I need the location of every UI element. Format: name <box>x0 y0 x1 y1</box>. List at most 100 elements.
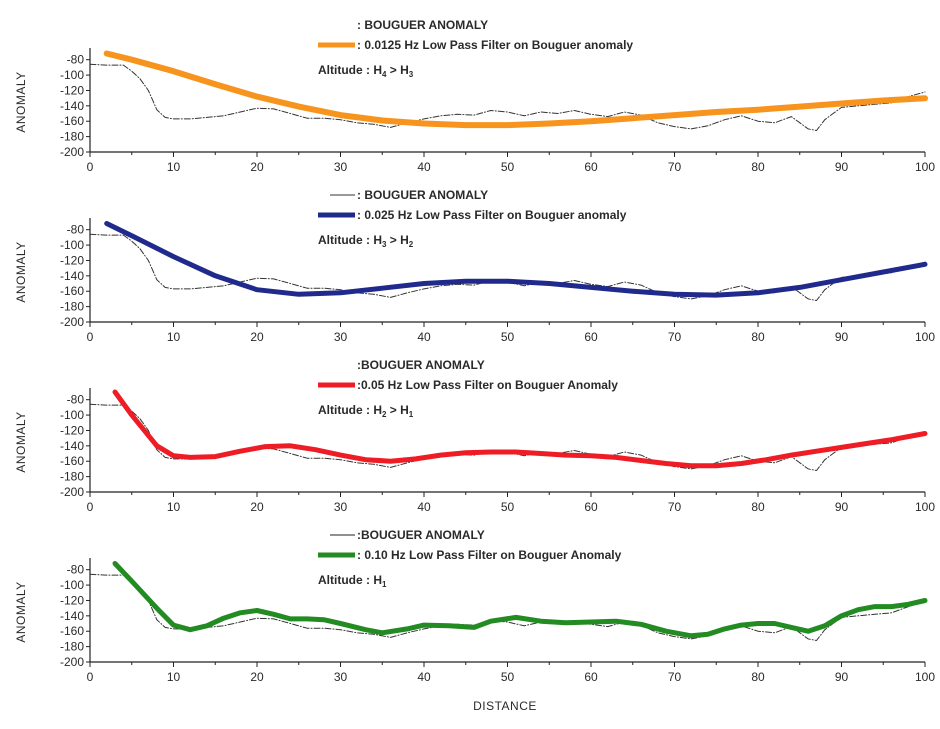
y-tick-label: -160 <box>60 114 84 128</box>
x-tick-label: 90 <box>835 160 849 174</box>
y-tick-label: -200 <box>60 485 84 499</box>
x-tick-label: 10 <box>167 670 181 684</box>
altitude-annotation: Altitude : H2 > H1 <box>318 403 414 419</box>
x-tick-label: 80 <box>751 160 765 174</box>
legend-label: : 0.0125 Hz Low Pass Filter on Bouguer a… <box>357 38 633 52</box>
x-tick-label: 50 <box>501 160 515 174</box>
y-tick-label: -120 <box>60 423 84 437</box>
y-tick-label: -160 <box>60 454 84 468</box>
legend-label: :0.05 Hz Low Pass Filter on Bouguer Anom… <box>357 378 618 392</box>
x-tick-label: 70 <box>668 500 682 514</box>
x-tick-label: 80 <box>751 500 765 514</box>
y-tick-label: -180 <box>60 130 84 144</box>
x-tick-label: 70 <box>668 670 682 684</box>
x-tick-label: 60 <box>584 330 598 344</box>
x-tick-label: 0 <box>87 500 94 514</box>
y-tick-label: -180 <box>60 470 84 484</box>
x-tick-label: 100 <box>915 330 935 344</box>
x-tick-label: 100 <box>915 670 935 684</box>
x-tick-label: 10 <box>167 500 181 514</box>
x-tick-label: 30 <box>334 670 348 684</box>
y-tick-label: -120 <box>60 593 84 607</box>
y-tick-label: -140 <box>60 439 84 453</box>
y-tick-label: -80 <box>67 53 85 67</box>
x-tick-label: 20 <box>250 670 264 684</box>
y-tick-label: -100 <box>60 238 84 252</box>
y-tick-label: -180 <box>60 640 84 654</box>
x-tick-label: 100 <box>915 500 935 514</box>
x-tick-label: 100 <box>915 160 935 174</box>
x-tick-label: 60 <box>584 670 598 684</box>
x-tick-label: 90 <box>835 330 849 344</box>
x-tick-label: 50 <box>501 670 515 684</box>
x-tick-label: 50 <box>501 330 515 344</box>
y-tick-label: -200 <box>60 145 84 159</box>
y-tick-label: -160 <box>60 284 84 298</box>
y-axis-label: ANOMALY <box>14 581 28 642</box>
altitude-annotation: Altitude : H1 <box>318 573 387 589</box>
x-tick-label: 10 <box>167 160 181 174</box>
x-tick-label: 40 <box>417 160 431 174</box>
x-axis-label: DISTANCE <box>473 699 537 713</box>
series-line-low-pass-filter <box>112 561 928 639</box>
y-tick-label: -200 <box>60 315 84 329</box>
y-tick-label: -140 <box>60 269 84 283</box>
x-tick-label: 60 <box>584 500 598 514</box>
x-tick-label: 10 <box>167 330 181 344</box>
series-line-bouguer-anomaly <box>89 233 926 301</box>
x-tick-label: 90 <box>835 500 849 514</box>
y-tick-label: -140 <box>60 99 84 113</box>
x-tick-label: 40 <box>417 330 431 344</box>
x-tick-label: 20 <box>250 160 264 174</box>
y-tick-label: -140 <box>60 609 84 623</box>
x-tick-label: 20 <box>250 330 264 344</box>
x-tick-label: 70 <box>668 160 682 174</box>
x-tick-label: 30 <box>334 330 348 344</box>
legend-label: : BOUGUER ANOMALY <box>357 188 488 202</box>
x-tick-label: 40 <box>417 500 431 514</box>
y-tick-label: -180 <box>60 300 84 314</box>
series-line-low-pass-filter <box>112 389 928 469</box>
y-tick-label: -120 <box>60 253 84 267</box>
series-line-low-pass-filter <box>104 221 928 298</box>
y-axis-label: ANOMALY <box>14 411 28 472</box>
x-tick-label: 50 <box>501 500 515 514</box>
y-tick-label: -100 <box>60 68 84 82</box>
y-axis-label: ANOMALY <box>14 71 28 132</box>
legend-label: :BOUGUER ANOMALY <box>357 358 485 372</box>
x-tick-label: 30 <box>334 500 348 514</box>
y-tick-label: -120 <box>60 83 84 97</box>
altitude-annotation: Altitude : H4 > H3 <box>318 63 414 79</box>
legend-label: : BOUGUER ANOMALY <box>357 18 488 32</box>
series-line-bouguer-anomaly <box>89 403 926 471</box>
y-tick-label: -80 <box>67 223 85 237</box>
y-tick-label: -100 <box>60 408 84 422</box>
altitude-annotation: Altitude : H3 > H2 <box>318 233 414 249</box>
y-tick-label: -80 <box>67 393 85 407</box>
x-tick-label: 70 <box>668 330 682 344</box>
x-tick-label: 0 <box>87 160 94 174</box>
x-tick-label: 30 <box>334 160 348 174</box>
x-tick-label: 60 <box>584 160 598 174</box>
x-tick-label: 20 <box>250 500 264 514</box>
x-tick-label: 0 <box>87 330 94 344</box>
x-tick-label: 80 <box>751 330 765 344</box>
x-tick-label: 90 <box>835 670 849 684</box>
legend-label: :BOUGUER ANOMALY <box>357 528 485 542</box>
x-tick-label: 80 <box>751 670 765 684</box>
legend-label: : 0.025 Hz Low Pass Filter on Bouguer an… <box>357 208 627 222</box>
y-tick-label: -100 <box>60 578 84 592</box>
series-line-bouguer-anomaly <box>89 63 926 131</box>
x-tick-label: 40 <box>417 670 431 684</box>
y-tick-label: -160 <box>60 624 84 638</box>
y-tick-label: -200 <box>60 655 84 669</box>
x-tick-label: 0 <box>87 670 94 684</box>
legend-label: : 0.10 Hz Low Pass Filter on Bouguer Ano… <box>357 548 622 562</box>
series-line-low-pass-filter <box>103 50 928 129</box>
